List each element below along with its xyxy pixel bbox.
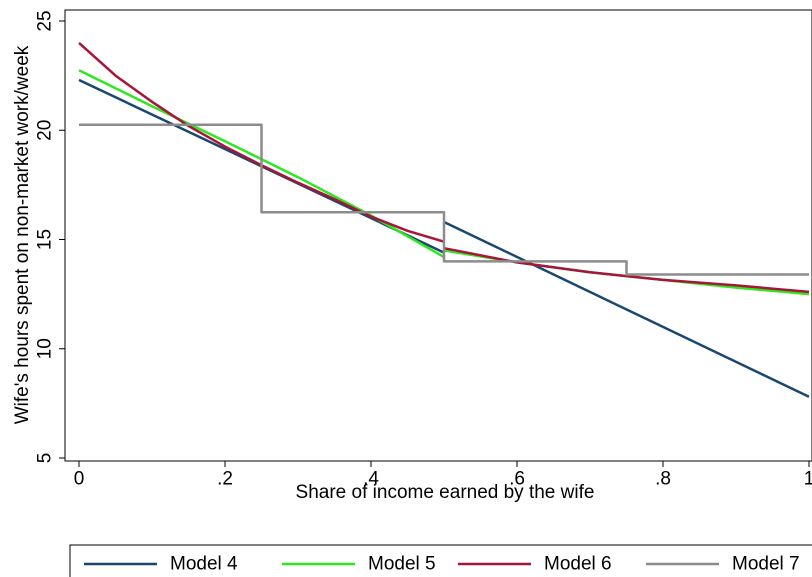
legend-item: Model 4	[84, 554, 238, 575]
y-axis: 5 10 15 20 25	[35, 10, 65, 464]
legend-item: Model 7	[646, 554, 800, 575]
x-tick-label: .4	[363, 469, 379, 490]
x-axis-title: Share of income earned by the wife	[296, 482, 595, 503]
x-tick-label: .8	[655, 469, 671, 490]
legend-box	[69, 544, 812, 577]
y-tick-label: 5	[35, 453, 56, 464]
legend-label: Model 7	[732, 554, 800, 575]
y-tick-label: 20	[35, 120, 56, 141]
x-tick-label: 0	[74, 469, 85, 490]
legend-item: Model 5	[282, 554, 436, 575]
legend: Model 4 Model 5 Model 6 Model 7	[84, 554, 800, 575]
legend-label: Model 6	[544, 554, 612, 575]
legend-label: Model 5	[368, 554, 436, 575]
series-line	[443, 220, 810, 398]
legend-label: Model 4	[170, 554, 238, 575]
x-axis: 0 .2 .4 .6 .8 1	[74, 461, 812, 490]
legend-item: Model 6	[458, 554, 612, 575]
x-tick-label: .6	[509, 469, 525, 490]
series-layer	[78, 41, 810, 398]
y-tick-label: 10	[35, 338, 56, 359]
x-tick-label: .2	[217, 469, 233, 490]
y-tick-label: 25	[35, 10, 56, 31]
series-line	[443, 246, 810, 294]
y-tick-label: 15	[35, 229, 56, 250]
plot-frame	[64, 9, 812, 462]
series-line	[79, 123, 809, 276]
x-tick-label: 1	[804, 469, 812, 490]
y-axis-title: Wife's hours spent on non-market work/we…	[12, 45, 33, 424]
series-model-7	[79, 123, 809, 276]
